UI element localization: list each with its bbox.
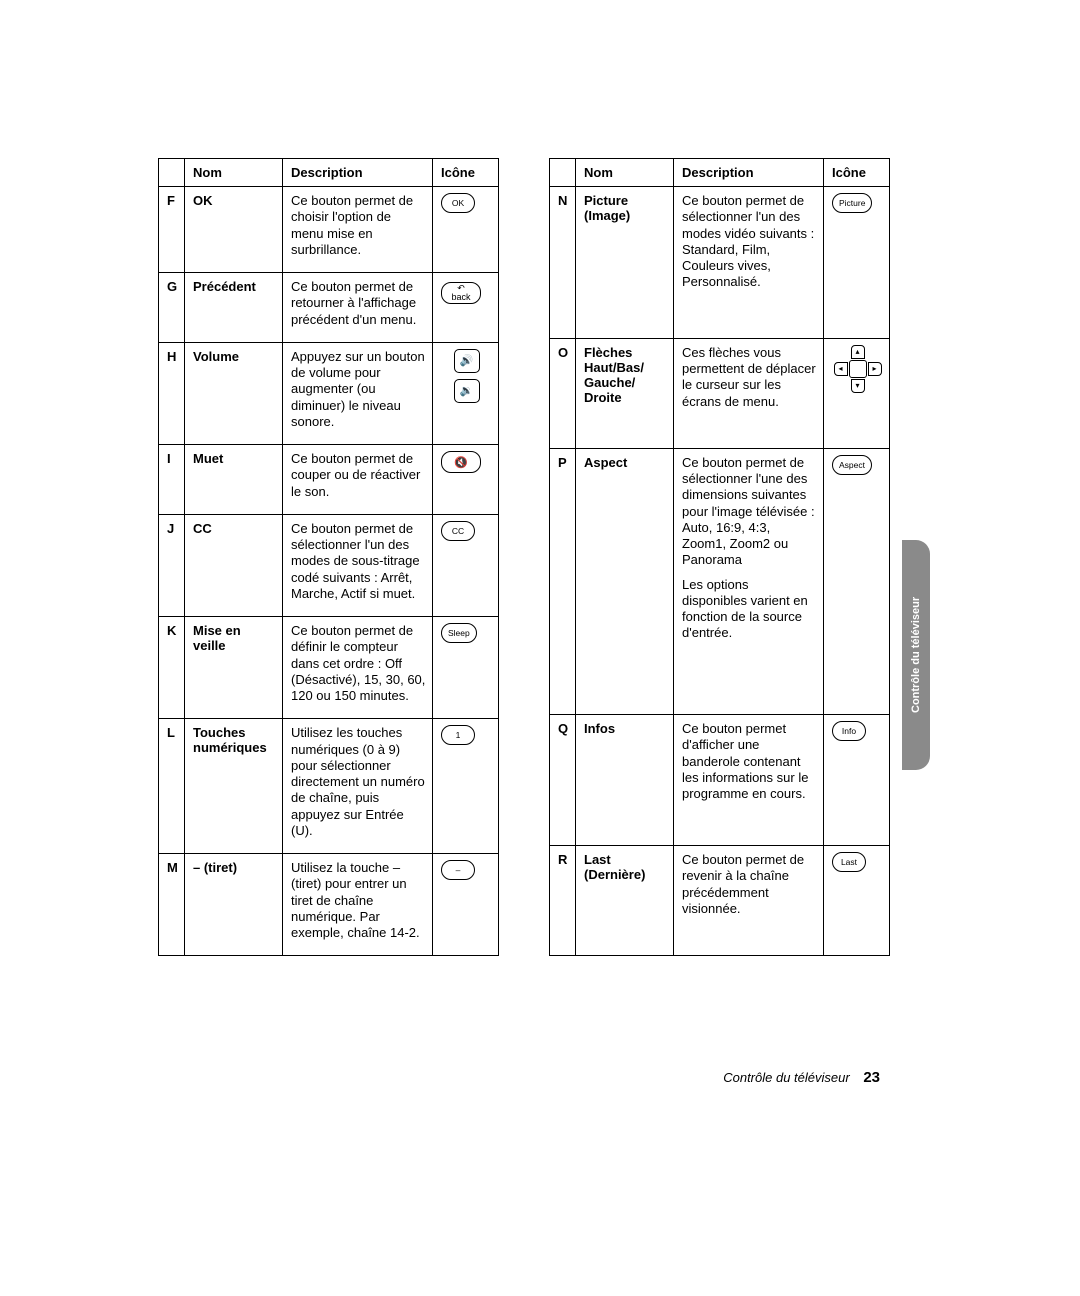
table-row: G Précédent Ce bouton permet de retourne… (159, 273, 499, 343)
row-description: Ce bouton permet de sélectionner l'un de… (674, 187, 824, 339)
section-tab: Contrôle du téléviseur (902, 540, 930, 770)
dpad-icon: ▴▾ ◂▸ (834, 345, 882, 393)
row-icon: Sleep (433, 617, 499, 719)
row-icon (433, 342, 499, 444)
row-letter: L (159, 719, 185, 854)
col-header-icon: Icône (824, 159, 890, 187)
row-description: Ce bouton permet de sélectionner l'une d… (674, 448, 824, 714)
col-header-nom: Nom (185, 159, 283, 187)
col-header-letter (159, 159, 185, 187)
remote-button-icon: OK (441, 193, 475, 213)
footer-page-number: 23 (863, 1069, 880, 1086)
col-header-icon: Icône (433, 159, 499, 187)
row-icon: 1 (433, 719, 499, 854)
row-icon: Info (824, 715, 890, 846)
table-row: Q Infos Ce bouton permet d'afficher une … (550, 715, 890, 846)
row-description: Ce bouton permet de définir le compteur … (283, 617, 433, 719)
row-letter: R (550, 846, 576, 956)
remote-button-icon: Aspect (832, 455, 872, 475)
row-name: Touches numériques (185, 719, 283, 854)
table-row: F OK Ce bouton permet de choisir l'optio… (159, 187, 499, 273)
remote-table-left: Nom Description Icône F OK Ce bouton per… (158, 158, 499, 956)
row-icon: CC (433, 514, 499, 616)
col-header-desc: Description (674, 159, 824, 187)
row-letter: I (159, 445, 185, 515)
footer-section: Contrôle du téléviseur (723, 1070, 849, 1085)
col-header-desc: Description (283, 159, 433, 187)
row-description: Ce bouton permet de retourner à l'affich… (283, 273, 433, 343)
row-description: Ce bouton permet d'afficher une banderol… (674, 715, 824, 846)
row-letter: G (159, 273, 185, 343)
remote-button-icon: Picture (832, 193, 872, 213)
table-row: N Picture (Image) Ce bouton permet de sé… (550, 187, 890, 339)
row-name: Last (Dernière) (576, 846, 674, 956)
row-description: Ce bouton permet de couper ou de réactiv… (283, 445, 433, 515)
volume-up-icon (454, 349, 480, 373)
row-name: Précédent (185, 273, 283, 343)
row-icon: ▴▾ ◂▸ (824, 338, 890, 448)
row-description: Appuyez sur un bouton de volume pour aug… (283, 342, 433, 444)
table-row: O Flèches Haut/Bas/ Gauche/ Droite Ces f… (550, 338, 890, 448)
row-letter: M (159, 854, 185, 956)
remote-button-icon: 1 (441, 725, 475, 745)
row-name: Mise en veille (185, 617, 283, 719)
remote-button-icon: Sleep (441, 623, 477, 643)
back-button-icon: ↶back (441, 282, 481, 304)
row-name: – (tiret) (185, 854, 283, 956)
row-letter: O (550, 338, 576, 448)
table-row: R Last (Dernière) Ce bouton permet de re… (550, 846, 890, 956)
row-icon: Aspect (824, 448, 890, 714)
volume-buttons-icon (441, 349, 492, 403)
table-row: I Muet Ce bouton permet de couper ou de … (159, 445, 499, 515)
table-row: L Touches numériques Utilisez les touche… (159, 719, 499, 854)
mute-button-icon (441, 451, 481, 473)
row-letter: P (550, 448, 576, 714)
row-letter: N (550, 187, 576, 339)
row-name: Flèches Haut/Bas/ Gauche/ Droite (576, 338, 674, 448)
row-letter: Q (550, 715, 576, 846)
row-name: OK (185, 187, 283, 273)
row-name: Volume (185, 342, 283, 444)
remote-button-icon: Last (832, 852, 866, 872)
row-letter: J (159, 514, 185, 616)
row-description: Ces flèches vous permettent de déplacer … (674, 338, 824, 448)
remote-button-icon: CC (441, 521, 475, 541)
remote-button-icon: Info (832, 721, 866, 741)
row-name: Aspect (576, 448, 674, 714)
row-letter: K (159, 617, 185, 719)
row-description: Utilisez la touche – (tiret) pour entrer… (283, 854, 433, 956)
volume-down-icon (454, 379, 480, 403)
table-row: M – (tiret) Utilisez la touche – (tiret)… (159, 854, 499, 956)
page-content: Nom Description Icône F OK Ce bouton per… (0, 0, 1080, 956)
row-name: Infos (576, 715, 674, 846)
row-description: Ce bouton permet de revenir à la chaîne … (674, 846, 824, 956)
row-description: Ce bouton permet de choisir l'option de … (283, 187, 433, 273)
col-header-letter (550, 159, 576, 187)
row-name: CC (185, 514, 283, 616)
row-icon: ↶back (433, 273, 499, 343)
col-header-nom: Nom (576, 159, 674, 187)
table-row: J CC Ce bouton permet de sélectionner l'… (159, 514, 499, 616)
table-row: H Volume Appuyez sur un bouton de volume… (159, 342, 499, 444)
row-letter: H (159, 342, 185, 444)
row-icon (433, 445, 499, 515)
row-description: Ce bouton permet de sélectionner l'un de… (283, 514, 433, 616)
table-row: K Mise en veille Ce bouton permet de déf… (159, 617, 499, 719)
page-footer: Contrôle du téléviseur 23 (723, 1069, 880, 1086)
row-name: Picture (Image) (576, 187, 674, 339)
row-icon: Last (824, 846, 890, 956)
row-description: Utilisez les touches numériques (0 à 9) … (283, 719, 433, 854)
table-row: P Aspect Ce bouton permet de sélectionne… (550, 448, 890, 714)
row-icon: Picture (824, 187, 890, 339)
row-icon: OK (433, 187, 499, 273)
row-letter: F (159, 187, 185, 273)
remote-button-icon: – (441, 860, 475, 880)
remote-table-right: Nom Description Icône N Picture (Image) … (549, 158, 890, 956)
row-icon: – (433, 854, 499, 956)
row-name: Muet (185, 445, 283, 515)
